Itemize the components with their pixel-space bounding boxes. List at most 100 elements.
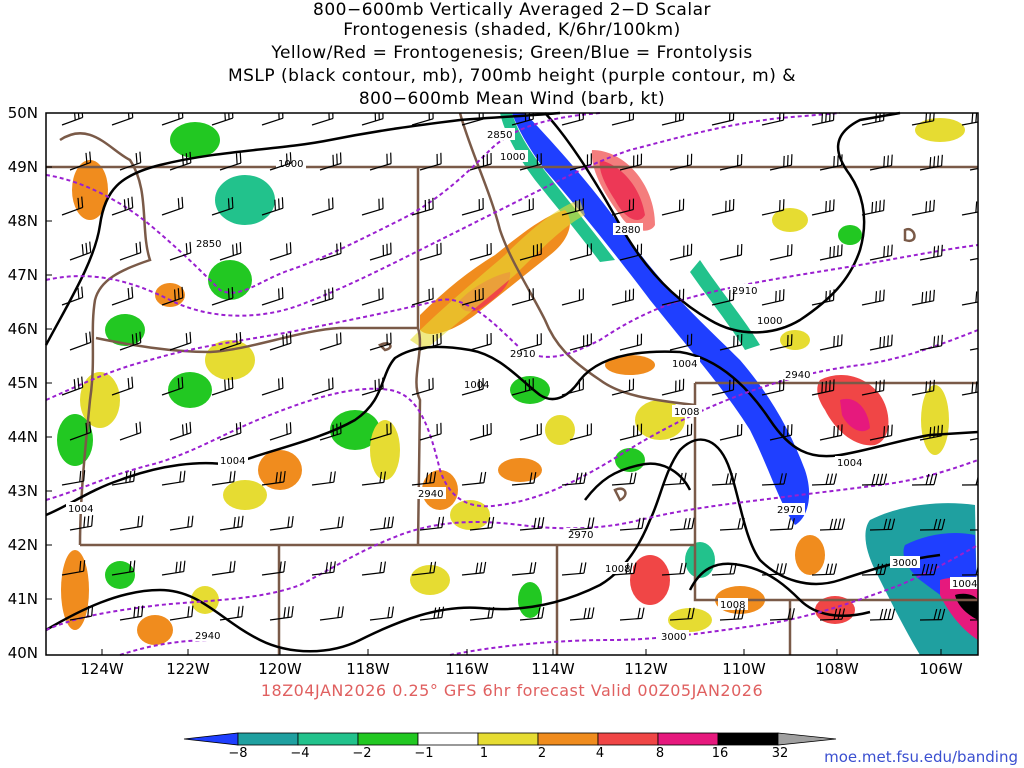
wind-barb — [161, 376, 184, 396]
wind-barb — [669, 243, 693, 261]
frontogenesis-wyoming-core — [840, 398, 870, 432]
wind-barb — [269, 152, 292, 171]
wind-barb — [911, 199, 935, 216]
frontolysis-edge — [500, 113, 615, 262]
wind-barb — [819, 608, 846, 621]
contour-labels: 1000 1000 1004 1004 1004 1004 1004 1000 … — [66, 128, 980, 643]
wind-barb — [161, 286, 184, 306]
mslp-label-1004-a: 1004 — [220, 456, 245, 467]
wind-barb — [211, 560, 236, 576]
wind-barb — [769, 154, 793, 171]
height-contour-3000 — [449, 544, 979, 656]
wind-barb — [511, 288, 534, 306]
title-line-4: MSLP (black contour, mb), 700mb height (… — [227, 66, 797, 86]
puget-coast — [59, 132, 152, 546]
colorbar-label-2: −2 — [352, 746, 372, 761]
wind-barb — [811, 473, 838, 486]
wind-barb — [861, 563, 888, 576]
wind-barb — [219, 332, 242, 351]
lat-label-48n: 48N — [7, 212, 38, 230]
wind-barb — [919, 244, 943, 261]
wind-barb — [111, 286, 134, 306]
frontogenesis-shading — [57, 113, 978, 655]
wind-barb — [769, 518, 795, 531]
wind-barb — [611, 472, 637, 486]
wind-barb — [969, 167, 978, 171]
height-label-2940-c: 2940 — [195, 631, 220, 642]
mslp-label-1008-c: 1008 — [674, 407, 699, 418]
wind-barb — [819, 244, 843, 261]
wind-barb — [811, 199, 835, 216]
wind-barb — [111, 196, 134, 216]
wind-barb — [611, 288, 635, 306]
wind-barb — [819, 518, 846, 531]
wind-barb — [869, 424, 893, 441]
wind-barb — [61, 470, 86, 486]
colorbar-bin — [237, 732, 299, 746]
source-url[interactable]: moe.met.fsu.edu/banding — [824, 748, 1018, 766]
wind-barb — [719, 153, 743, 171]
mslp-label-1008-b: 1008 — [720, 600, 745, 611]
lat-label-43n: 43N — [7, 482, 38, 500]
wind-barb — [111, 560, 136, 576]
wind-barb — [811, 379, 835, 396]
wind-barb — [919, 608, 946, 621]
colorbar-bin — [357, 732, 419, 746]
wind-barb — [419, 242, 442, 261]
lon-label-122w: 122W — [166, 660, 210, 678]
wind-barb — [561, 562, 587, 576]
colorbar-label-7: 8 — [655, 746, 665, 761]
lon-label-108w: 108W — [815, 660, 859, 678]
wind-barb — [261, 113, 284, 126]
wind-barb — [569, 517, 595, 531]
colorbar-label-8: 16 — [711, 746, 729, 761]
id-or-border — [415, 327, 422, 546]
colorbar-min-arrow — [183, 732, 239, 746]
wind-barb — [511, 472, 537, 486]
wind-barb — [319, 606, 344, 621]
wind-barb — [211, 287, 234, 306]
wind-barb — [461, 561, 487, 576]
wind-barb — [611, 378, 635, 396]
wind-barb — [311, 287, 334, 306]
wind-barb — [619, 607, 645, 621]
wind-barb — [211, 470, 236, 486]
wind-barb — [961, 201, 978, 216]
colorbar-bin — [477, 732, 539, 746]
wind-barb — [769, 244, 793, 261]
wind-barb — [869, 334, 893, 351]
wind-barb — [269, 422, 292, 441]
wa-or-border — [95, 326, 418, 354]
wind-barb — [611, 562, 637, 576]
wind-barb — [711, 198, 735, 216]
wind-barb — [161, 196, 184, 216]
wind-barb — [211, 197, 234, 216]
wind-barb — [911, 379, 935, 396]
wind-barb — [761, 379, 785, 396]
wind-barb — [661, 113, 685, 126]
wind-barb — [919, 424, 943, 441]
wind-barb — [319, 332, 342, 351]
wind-barb — [661, 378, 685, 396]
wind-barb — [669, 607, 695, 621]
wind-barb — [319, 516, 344, 531]
colorbar-bin — [417, 732, 479, 746]
wind-barb — [761, 473, 787, 486]
height-label-3000-b: 3000 — [661, 632, 686, 643]
wind-barb — [69, 151, 92, 171]
wind-barb — [869, 244, 893, 261]
wind-barb — [219, 515, 244, 531]
colorbar-label-4: 1 — [479, 746, 489, 761]
lat-label-47n: 47N — [7, 266, 38, 284]
lat-label-45n: 45N — [7, 374, 38, 392]
wind-barb — [361, 561, 386, 576]
mslp-contour-1000-b — [544, 111, 901, 334]
wind-barb — [319, 242, 342, 261]
mslp-label-1004-e: 1004 — [68, 504, 93, 515]
wind-barb — [519, 607, 545, 621]
wind-barb — [961, 381, 978, 396]
wind-barb — [569, 243, 592, 261]
wind-barb — [969, 257, 978, 261]
wind-barb — [569, 153, 592, 171]
colorbar-bin — [597, 732, 659, 746]
